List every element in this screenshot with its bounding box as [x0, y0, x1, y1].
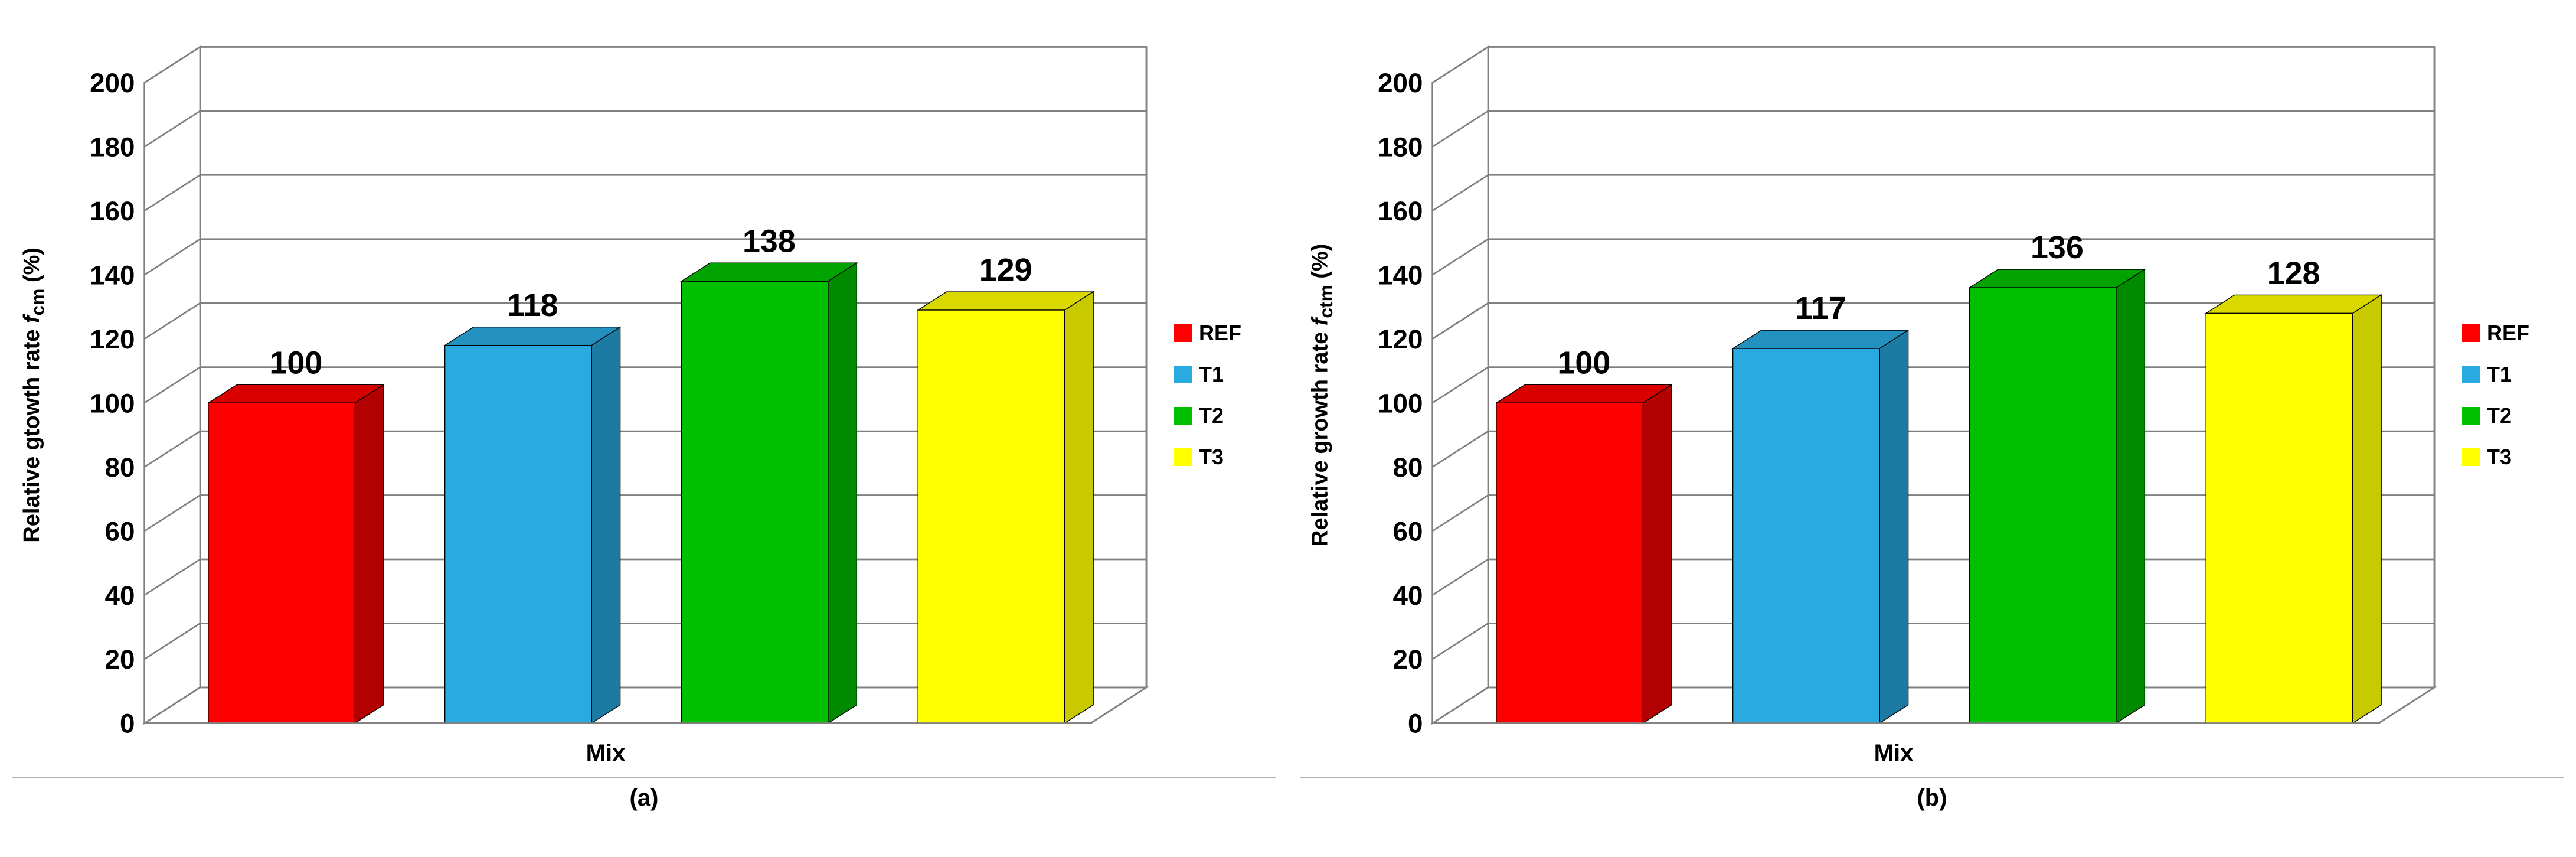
legend-label-T3: T3 [2487, 445, 2512, 470]
y-axis-label: Relative growth rate fctm (%) [1307, 244, 1337, 546]
bar-side-T3 [2353, 295, 2381, 723]
legend-swatch-T2 [1174, 407, 1192, 425]
legend-item-T2: T2 [1174, 403, 1269, 428]
bar-side-T2 [828, 263, 857, 723]
legend-swatch-T2 [2462, 407, 2480, 425]
ytick-label: 200 [90, 68, 135, 98]
bar-top-T3 [918, 292, 1093, 310]
legend: REF T1 T2 T3 [2450, 23, 2557, 767]
ytick-label: 100 [90, 388, 135, 418]
legend-swatch-T3 [1174, 448, 1192, 466]
ytick-label: 200 [1378, 68, 1423, 98]
ytick-label: 140 [90, 260, 135, 291]
bar-label-T1: 118 [507, 288, 558, 323]
subfigure-label: (b) [1917, 785, 1947, 812]
ylabel-container: Relative gtowth rate fcm (%) [19, 23, 49, 767]
bar-label-T1: 117 [1795, 291, 1846, 326]
ytick-label: 140 [1378, 260, 1423, 291]
chart-frame: Relative gtowth rate fcm (%) 0 20 40 60 80 100… [12, 12, 1276, 778]
bar-T2 [1969, 288, 2116, 723]
ytick-label: 100 [1378, 388, 1423, 418]
legend-label-T3: T3 [1199, 445, 1224, 470]
legend-item-T1: T1 [1174, 362, 1269, 387]
ytick-label: 80 [105, 452, 135, 483]
legend-label-REF: REF [1199, 321, 1241, 346]
ytick-label: 60 [105, 516, 135, 546]
legend-label-REF: REF [2487, 321, 2529, 346]
bar-label-REF: 100 [269, 345, 322, 380]
legend-swatch-T1 [1174, 366, 1192, 383]
legend: REF T1 T2 T3 [1162, 23, 1269, 767]
chart-frame: Relative growth rate fctm (%) 0 20 40 60 80 10… [1300, 12, 2564, 778]
bar-top-REF [208, 384, 384, 403]
bar-label-T3: 129 [979, 252, 1032, 288]
ytick-label: 160 [90, 196, 135, 226]
bar-top-T1 [445, 327, 620, 346]
bar-side-T2 [2116, 269, 2145, 723]
legend-item-T1: T1 [2462, 362, 2557, 387]
legend-item-T3: T3 [2462, 445, 2557, 470]
ylabel-container: Relative growth rate fctm (%) [1307, 23, 1337, 767]
plot-area: 0 20 40 60 80 100 120 140 160 180 200 100 118 138 129 [49, 23, 1162, 739]
bar-T3 [918, 310, 1064, 723]
ytick-label: 0 [120, 709, 135, 739]
legend-label-T2: T2 [1199, 403, 1224, 428]
ytick-label: 60 [1393, 516, 1423, 546]
legend-item-T3: T3 [1174, 445, 1269, 470]
ytick-label: 40 [1393, 581, 1423, 611]
bar-REF [208, 403, 355, 723]
x-axis-label: Mix [1337, 740, 2450, 767]
ytick-label: 80 [1393, 452, 1423, 483]
bar-T2 [681, 281, 828, 723]
ytick-label: 180 [1378, 132, 1423, 162]
subfigure-label: (a) [630, 785, 659, 812]
plot-area: 0 20 40 60 80 100 120 140 160 180 200 100 117 136 128 [1337, 23, 2450, 739]
chart-svg: 0 20 40 60 80 100 120 140 160 180 200 100 117 136 128 [1337, 23, 2450, 739]
bar-label-T2: 138 [743, 223, 796, 259]
bar-side-REF [355, 384, 383, 723]
ytick-label: 160 [1378, 196, 1423, 226]
bar-REF [1496, 403, 1643, 723]
bar-side-T1 [591, 327, 620, 724]
bar-top-T2 [1969, 269, 2145, 288]
bar-top-REF [1496, 384, 1672, 403]
y-axis-label: Relative gtowth rate fcm (%) [19, 247, 49, 543]
bar-label-REF: 100 [1557, 345, 1610, 380]
chart-a: Relative gtowth rate fcm (%) 0 20 40 60 80 100… [12, 12, 1276, 812]
legend-swatch-REF [2462, 324, 2480, 342]
chart-svg: 0 20 40 60 80 100 120 140 160 180 200 100 118 138 129 [49, 23, 1162, 739]
legend-label-T2: T2 [2487, 403, 2512, 428]
bar-top-T3 [2206, 295, 2381, 313]
legend-label-T1: T1 [2487, 362, 2512, 387]
bar-top-T2 [681, 263, 857, 281]
legend-swatch-T3 [2462, 448, 2480, 466]
bar-T1 [1733, 348, 1879, 723]
legend-label-T1: T1 [1199, 362, 1224, 387]
bar-top-T1 [1733, 330, 1908, 348]
bar-label-T2: 136 [2031, 230, 2084, 265]
ytick-label: 20 [1393, 644, 1423, 674]
bar-T3 [2206, 313, 2352, 723]
bar-T1 [445, 346, 591, 724]
legend-item-REF: REF [2462, 321, 2557, 346]
ytick-label: 40 [105, 581, 135, 611]
legend-swatch-REF [1174, 324, 1192, 342]
ytick-label: 0 [1408, 709, 1423, 739]
ytick-label: 20 [105, 644, 135, 674]
x-axis-label: Mix [49, 740, 1162, 767]
legend-item-T2: T2 [2462, 403, 2557, 428]
ytick-label: 120 [90, 324, 135, 354]
plot-column: 0 20 40 60 80 100 120 140 160 180 200 100 117 136 128 M… [1337, 23, 2450, 767]
ytick-label: 120 [1378, 324, 1423, 354]
ytick-label: 180 [90, 132, 135, 162]
bar-label-T3: 128 [2267, 256, 2320, 291]
plot-column: 0 20 40 60 80 100 120 140 160 180 200 100 118 138 129 M… [49, 23, 1162, 767]
bar-side-REF [1643, 384, 1671, 723]
legend-swatch-T1 [2462, 366, 2480, 383]
chart-b: Relative growth rate fctm (%) 0 20 40 60 80 10… [1300, 12, 2564, 812]
bar-side-T3 [1065, 292, 1093, 723]
bar-side-T1 [1879, 330, 1908, 723]
legend-item-REF: REF [1174, 321, 1269, 346]
